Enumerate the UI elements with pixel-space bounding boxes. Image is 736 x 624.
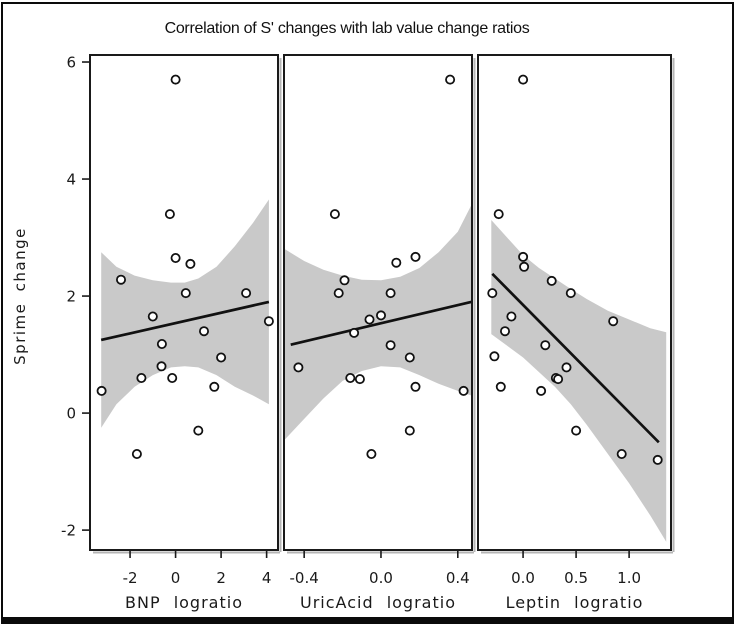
data-point bbox=[571, 425, 582, 436]
panel-uricacid: -0.4 0.0 0.4 UricAcid logratio bbox=[283, 54, 476, 612]
x-axis-title: UricAcid logratio bbox=[300, 593, 456, 612]
y-axis: -2 0 2 4 6 bbox=[61, 54, 89, 540]
data-point bbox=[136, 372, 147, 383]
data-point bbox=[489, 351, 500, 362]
data-point bbox=[385, 340, 396, 351]
data-point bbox=[193, 425, 204, 436]
y-tick-label: 6 bbox=[66, 54, 76, 72]
data-point bbox=[131, 448, 142, 459]
data-point bbox=[354, 374, 365, 385]
data-point bbox=[518, 74, 529, 85]
data-point bbox=[519, 261, 530, 272]
data-point bbox=[167, 372, 178, 383]
data-point bbox=[493, 209, 504, 220]
data-point bbox=[156, 361, 167, 372]
data-point bbox=[209, 381, 220, 392]
data-point bbox=[445, 74, 456, 85]
panel-border bbox=[477, 54, 672, 551]
y-tick-label: 0 bbox=[66, 405, 76, 423]
panel-border bbox=[283, 54, 473, 551]
data-point bbox=[156, 338, 167, 349]
x-tick-label: 0 bbox=[171, 569, 181, 587]
data-point bbox=[404, 352, 415, 363]
data-point bbox=[339, 275, 350, 286]
data-point bbox=[198, 326, 209, 337]
data-point bbox=[147, 311, 158, 322]
data-point bbox=[553, 374, 564, 385]
data-point bbox=[170, 74, 181, 85]
data-point bbox=[652, 454, 663, 465]
data-point bbox=[518, 251, 529, 262]
data-point bbox=[333, 288, 344, 299]
data-point bbox=[546, 275, 557, 286]
x-tick-label: 0.4 bbox=[446, 569, 470, 587]
x-tick-label: -2 bbox=[123, 569, 138, 587]
data-point bbox=[170, 252, 181, 263]
data-point bbox=[96, 385, 107, 396]
data-point bbox=[375, 310, 386, 321]
confidence-band bbox=[491, 220, 667, 542]
data-point bbox=[458, 385, 469, 396]
x-tick-label: -0.4 bbox=[290, 569, 319, 587]
data-point bbox=[185, 258, 196, 269]
data-point bbox=[349, 327, 360, 338]
y-tick-label: -2 bbox=[61, 522, 76, 540]
panel-bnp: -2 0 2 4 BNP logratio bbox=[89, 54, 282, 612]
data-point bbox=[565, 288, 576, 299]
data-point bbox=[263, 316, 274, 327]
data-point bbox=[329, 209, 340, 220]
data-point bbox=[608, 316, 619, 327]
data-point bbox=[391, 257, 402, 268]
fit-line bbox=[491, 272, 660, 444]
data-point bbox=[180, 288, 191, 299]
chart-title: Correlation of S' changes with lab value… bbox=[164, 20, 530, 37]
data-point bbox=[404, 425, 415, 436]
data-point bbox=[366, 448, 377, 459]
data-point bbox=[345, 372, 356, 383]
data-point bbox=[616, 448, 627, 459]
data-point bbox=[385, 288, 396, 299]
data-point bbox=[536, 385, 547, 396]
data-point bbox=[116, 274, 127, 285]
x-tick-label: 0.5 bbox=[564, 569, 588, 587]
data-point bbox=[506, 311, 517, 322]
data-point bbox=[164, 209, 175, 220]
data-point bbox=[540, 340, 551, 351]
x-axis-title: BNP logratio bbox=[125, 593, 243, 612]
y-tick-label: 4 bbox=[66, 171, 76, 189]
data-point bbox=[499, 326, 510, 337]
data-point bbox=[293, 362, 304, 373]
x-tick-label: 1.0 bbox=[617, 569, 641, 587]
panel-leptin: 0.0 0.5 1.0 Leptin logratio bbox=[477, 54, 675, 612]
data-point bbox=[216, 352, 227, 363]
x-tick-label: 4 bbox=[262, 569, 272, 587]
panel-border bbox=[89, 54, 279, 551]
data-point bbox=[495, 381, 506, 392]
y-tick-label: 2 bbox=[66, 288, 76, 306]
data-point bbox=[410, 251, 421, 262]
data-point bbox=[364, 314, 375, 325]
x-tick-label: 0.0 bbox=[369, 569, 393, 587]
data-point bbox=[487, 288, 498, 299]
confidence-band bbox=[101, 199, 269, 428]
x-tick-label: 2 bbox=[216, 569, 226, 587]
data-point bbox=[241, 288, 252, 299]
data-point bbox=[410, 381, 421, 392]
fit-line bbox=[100, 300, 270, 342]
data-point bbox=[561, 362, 572, 373]
fit-line bbox=[290, 300, 471, 346]
x-axis-title: Leptin logratio bbox=[506, 593, 644, 612]
x-tick-label: 0.0 bbox=[511, 569, 535, 587]
